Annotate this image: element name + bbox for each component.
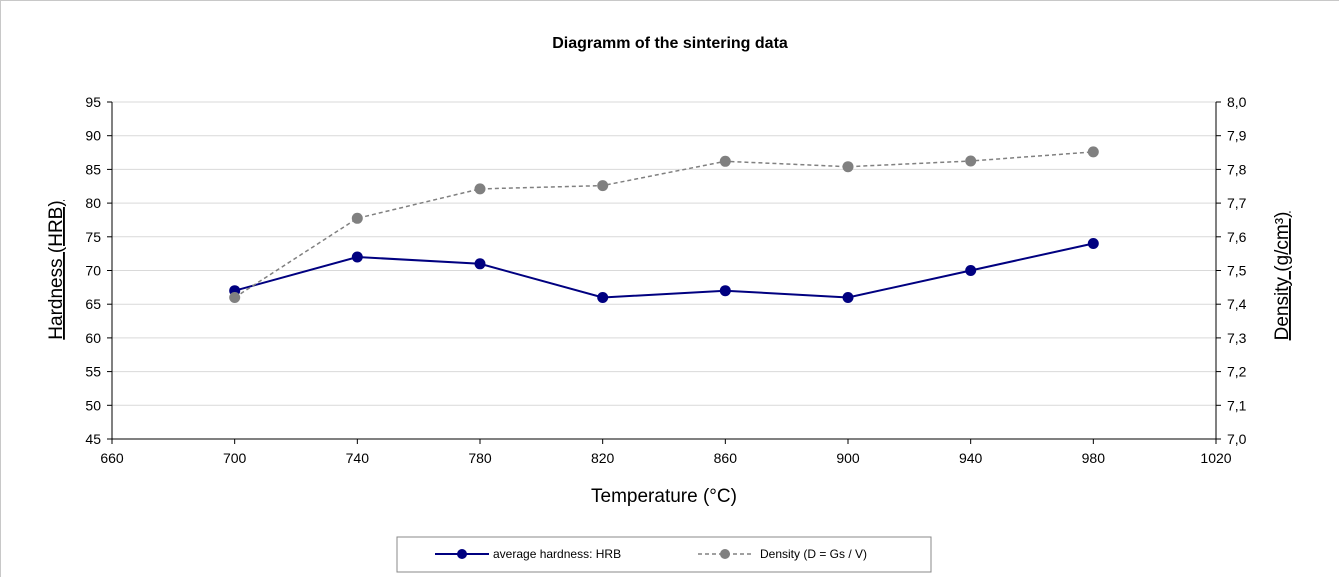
legend: average hardness: HRB Density (D = Gs / … [396,536,932,573]
x-tick-label: 780 [468,450,492,466]
series-point-1 [474,183,486,195]
series-point-1 [229,292,241,303]
y-axis-title: Hardness (HRB) [46,200,67,339]
y2-axis-title: Density (g/cm³) [1272,212,1293,341]
y2-tick-label: 7,4 [1227,296,1247,312]
x-tick-label: 940 [959,450,983,466]
x-tick-labels: 660 700 740 780 820 860 900 940 980 1020 [100,450,1231,466]
series-point-1 [842,161,854,173]
series-line-1 [234,151,1094,299]
series-point-0 [719,285,731,297]
y-tick-label: 85 [85,161,101,177]
x-tick-label: 820 [591,450,615,466]
y2-tick-label: 7,8 [1227,161,1247,177]
y2-tick-label: 8,0 [1227,94,1247,110]
y2-tick-label: 7,9 [1227,128,1247,144]
y-tick-label: 95 [85,94,101,110]
y2-tick-label: 7,2 [1227,364,1247,380]
x-tick-label: 900 [836,450,860,466]
x-tick-label: 980 [1082,450,1106,466]
y-tick-label: 80 [85,195,101,211]
legend-label-hardness: average hardness: HRB [493,547,621,561]
series-layer [229,146,1099,303]
y2-tick-label: 7,3 [1227,330,1247,346]
y2-tick-label: 7,5 [1227,263,1247,279]
y-tick-label: 55 [85,364,101,380]
series-point-1 [351,212,363,224]
chart-title: Diagramm of the sintering data [552,35,788,52]
gridlines [112,101,1216,406]
series-point-0 [1087,238,1099,249]
y2-tick-label: 7,0 [1227,431,1247,447]
y-tick-label: 70 [85,263,101,279]
series-point-1 [1087,146,1099,158]
legend-marker-density [720,549,730,559]
x-tick-label: 1020 [1200,450,1231,466]
y2-tick-labels: 7,0 7,1 7,2 7,3 7,4 7,5 7,6 7,7 7,8 7,9 8,0 [1227,94,1247,447]
x-axis-title: Temperature (°C) [591,486,737,507]
x-tick-label: 700 [223,450,247,466]
x-tick-label: 740 [346,450,370,466]
legend-label-density: Density (D = Gs / V) [760,547,867,561]
y-tick-label: 65 [85,296,101,312]
y-tick-label: 75 [85,229,101,245]
y-tick-labels: 45 50 55 60 65 70 75 80 85 90 95 [85,94,101,447]
x-tick-label: 860 [714,450,738,466]
axes [107,101,1221,444]
y2-tick-label: 7,7 [1227,195,1247,211]
series-point-1 [719,155,731,167]
x-tick-label: 660 [100,450,124,466]
series-point-0 [842,292,854,303]
y2-tick-label: 7,6 [1227,229,1247,245]
y-tick-label: 60 [85,330,101,346]
series-line-0 [234,242,1094,299]
y-tick-label: 45 [85,431,101,447]
series-point-0 [965,265,977,276]
legend-marker-hardness [457,549,467,559]
series-point-1 [597,180,609,192]
series-point-0 [351,251,363,263]
series-point-1 [965,155,977,167]
y2-tick-label: 7,1 [1227,397,1247,413]
y-tick-label: 50 [85,397,101,413]
series-point-0 [597,292,609,303]
series-point-0 [474,258,486,270]
y-tick-label: 90 [85,128,101,144]
